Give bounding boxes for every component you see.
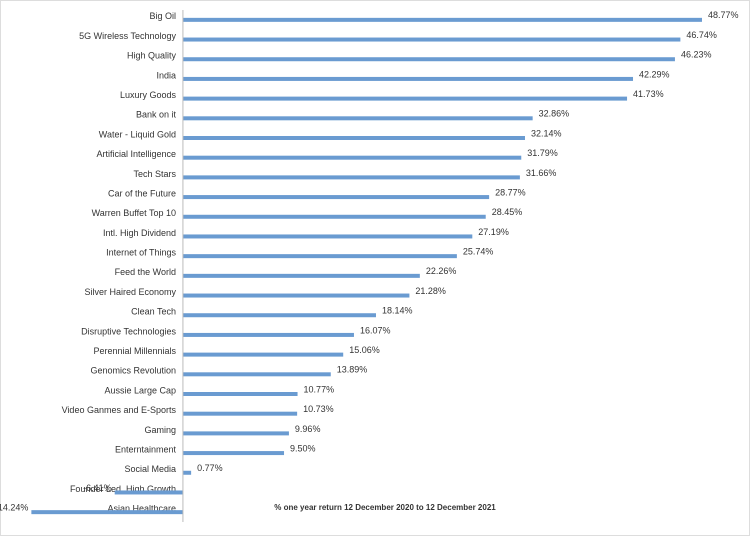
bar xyxy=(182,96,628,101)
value-label: 18.14% xyxy=(382,306,413,316)
category-label: Social Media xyxy=(124,464,176,474)
value-label: 22.26% xyxy=(426,266,457,276)
value-label: 10.77% xyxy=(304,384,335,394)
bar xyxy=(182,17,702,22)
bar xyxy=(182,372,331,377)
value-label: 13.89% xyxy=(337,365,368,375)
bar xyxy=(182,273,420,278)
value-label: 46.74% xyxy=(686,30,717,40)
bar xyxy=(182,57,675,62)
bar xyxy=(182,37,681,42)
bar xyxy=(182,332,354,337)
value-label: 15.06% xyxy=(349,345,380,355)
value-label: 10.73% xyxy=(303,404,334,414)
value-label: 31.66% xyxy=(526,168,557,178)
value-label: -6.41% xyxy=(83,483,112,493)
bar xyxy=(182,175,520,180)
value-label: 42.29% xyxy=(639,69,670,79)
value-label: 46.23% xyxy=(681,50,712,60)
category-label: Asian Healthcare xyxy=(107,504,176,514)
category-label: Internet of Things xyxy=(106,248,176,258)
value-label: 32.86% xyxy=(539,109,570,119)
category-label: High Quality xyxy=(127,51,177,61)
bar xyxy=(182,155,522,160)
bar xyxy=(182,116,533,121)
category-label: Tech Stars xyxy=(133,169,176,179)
value-label: 41.73% xyxy=(633,89,664,99)
category-label: Intl. High Dividend xyxy=(103,228,176,238)
category-label: Disruptive Technologies xyxy=(81,326,176,336)
value-label: 28.45% xyxy=(492,207,523,217)
category-label: Water - Liquid Gold xyxy=(99,129,176,139)
bar xyxy=(182,470,192,475)
category-label: India xyxy=(156,70,176,80)
value-label: 27.19% xyxy=(478,227,509,237)
value-label: 48.77% xyxy=(708,10,739,20)
category-label: Artificial Intelligence xyxy=(96,149,176,159)
bar xyxy=(182,352,344,357)
category-label: Big Oil xyxy=(149,11,176,21)
bar xyxy=(182,136,525,140)
bar xyxy=(182,293,410,298)
value-label: 28.77% xyxy=(495,187,526,197)
bar xyxy=(182,254,457,259)
category-label: Aussie Large Cap xyxy=(104,385,176,395)
value-label: 0.77% xyxy=(197,463,223,473)
value-label: 21.28% xyxy=(415,286,446,296)
bar xyxy=(182,76,634,81)
value-label: 31.79% xyxy=(527,148,558,158)
category-label: Clean Tech xyxy=(131,307,176,317)
value-label: 16.07% xyxy=(360,325,391,335)
annotation: % one year return 12 December 2020 to 12… xyxy=(274,503,496,512)
category-label: Feed the World xyxy=(115,267,176,277)
bar xyxy=(182,234,473,239)
value-label: -14.24% xyxy=(0,503,28,513)
category-label: Warren Buffet Top 10 xyxy=(92,208,176,218)
category-label: Silver Haired Economy xyxy=(84,287,176,297)
category-label: Video Ganmes and E-Sports xyxy=(62,405,177,415)
category-label: Founder Led, High Growth xyxy=(70,484,176,494)
category-label: Luxury Goods xyxy=(120,90,177,100)
bar xyxy=(182,214,486,219)
category-label: Car of the Future xyxy=(108,188,176,198)
value-label: 32.14% xyxy=(531,128,562,138)
bar xyxy=(182,451,285,456)
category-label: Gaming xyxy=(144,425,176,435)
bar xyxy=(31,510,183,515)
bar xyxy=(182,313,376,318)
bar xyxy=(182,431,289,436)
category-label: 5G Wireless Technology xyxy=(79,31,176,41)
category-label: Bank on it xyxy=(136,110,177,120)
value-label: 25.74% xyxy=(463,247,494,257)
category-label: Enterntainment xyxy=(115,444,177,454)
bar xyxy=(182,411,298,416)
bar xyxy=(182,392,298,396)
value-label: 9.50% xyxy=(290,443,316,453)
value-label: 9.96% xyxy=(295,424,321,434)
category-label: Perennial Millennials xyxy=(93,346,176,356)
bar xyxy=(114,490,183,495)
bar xyxy=(182,195,490,200)
category-label: Genomics Revolution xyxy=(90,366,176,376)
